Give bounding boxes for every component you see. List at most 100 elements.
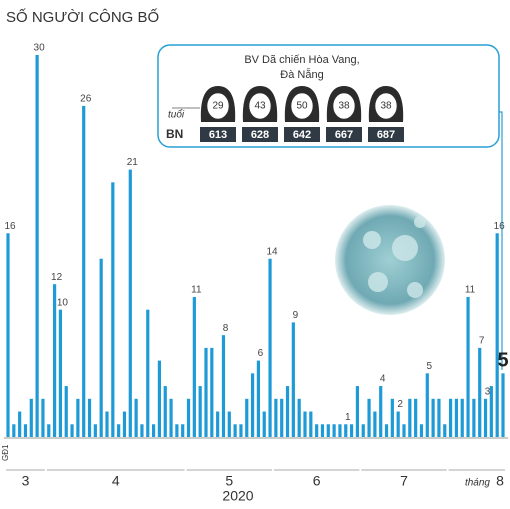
bar: [495, 233, 499, 437]
bar: [122, 411, 127, 437]
bar: [309, 411, 313, 437]
patient-badge: [326, 127, 362, 142]
bar: [478, 347, 482, 437]
bar: [140, 424, 144, 437]
bar: [117, 424, 121, 437]
bar: [390, 398, 394, 437]
bar: [181, 424, 185, 437]
bar: [396, 411, 400, 437]
bar: [111, 182, 115, 437]
bar: [58, 309, 63, 437]
patient-badge: [368, 127, 404, 142]
bar: [35, 55, 39, 437]
virus-particles: [363, 216, 426, 298]
month-label: 5: [225, 473, 233, 489]
bar: [268, 258, 272, 437]
patient-badge: [242, 127, 278, 142]
bar: [216, 411, 220, 437]
bar: [349, 424, 354, 437]
patient-label: BN: [166, 127, 183, 141]
bar: [454, 398, 459, 437]
bar: [245, 398, 249, 437]
face: [248, 92, 272, 120]
bar: [47, 424, 51, 437]
bar: [460, 398, 464, 437]
virus-image: [335, 205, 445, 315]
value-label: 26: [80, 94, 92, 105]
patient-id: 613: [209, 129, 227, 141]
bar: [361, 424, 365, 437]
bar: [70, 424, 74, 437]
age-value: 38: [338, 101, 350, 112]
bar: [419, 424, 424, 437]
bar: [250, 373, 255, 437]
bar: [192, 296, 196, 437]
bar: [76, 398, 80, 437]
infobox-title: Đà Nẵng: [280, 68, 323, 81]
bar: [52, 284, 57, 437]
value-label: 4: [380, 374, 386, 385]
value-label: 9: [293, 310, 299, 321]
value-label: 11: [191, 285, 202, 296]
value-label: 8: [223, 323, 229, 334]
year-label: 2020: [222, 488, 253, 504]
bar: [221, 335, 226, 437]
bar: [285, 386, 290, 437]
bar: [373, 411, 377, 437]
bar: [320, 424, 325, 437]
month-label: 4: [112, 473, 120, 489]
value-label: 11: [465, 285, 476, 296]
bar: [274, 398, 278, 437]
bar: [175, 424, 179, 437]
month-label: 8: [496, 473, 504, 489]
bar: [163, 386, 167, 437]
bar: [186, 398, 191, 437]
phase-label: GĐ1: [1, 444, 10, 461]
bar: [87, 398, 92, 437]
value-label: 5: [497, 350, 508, 372]
age-value: 38: [380, 101, 392, 112]
face: [374, 92, 398, 120]
bar: [6, 233, 10, 437]
bar: [315, 424, 319, 437]
month-label: 6: [313, 473, 321, 489]
value-label: 30: [34, 43, 46, 54]
value-label: 12: [51, 272, 63, 283]
month-word: tháng: [465, 478, 490, 489]
bar: [291, 322, 295, 437]
value-label: 3: [485, 386, 491, 397]
month-label: 7: [400, 473, 408, 489]
bar: [332, 424, 336, 437]
bar: [379, 386, 383, 437]
bar: [239, 424, 243, 437]
bar: [402, 424, 406, 437]
bar: [262, 411, 266, 437]
bar: [367, 398, 371, 437]
bar: [297, 398, 301, 437]
bar: [151, 424, 156, 437]
bar: [355, 386, 360, 437]
patient-id: 687: [377, 129, 395, 141]
bar: [483, 398, 488, 437]
value-label: 21: [127, 157, 139, 168]
bar: [303, 411, 307, 437]
bar: [472, 398, 476, 437]
bar: [105, 411, 109, 437]
bar: [338, 424, 342, 437]
bar: [134, 398, 138, 437]
bar: [82, 105, 86, 437]
bar: [12, 424, 16, 437]
bar: [227, 411, 231, 437]
bar: [169, 398, 173, 437]
bar: [408, 398, 412, 437]
value-label: 2: [397, 399, 403, 410]
value-label: 16: [494, 221, 506, 232]
patient-badge: [284, 127, 320, 142]
bar: [29, 398, 33, 437]
patient-badge: [200, 127, 236, 142]
bar: [18, 411, 22, 437]
bar: [128, 169, 132, 437]
bar: [23, 424, 28, 437]
bar: [384, 424, 389, 437]
